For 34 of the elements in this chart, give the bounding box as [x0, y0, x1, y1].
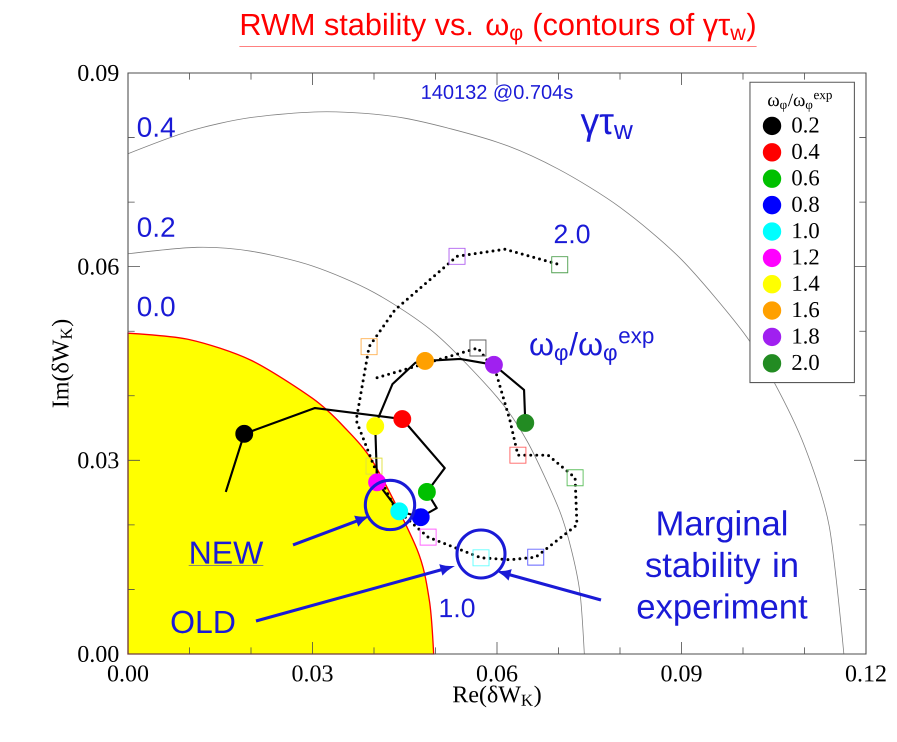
annotation: γτ$_{w}$ — [580, 114, 633, 142]
x-tick-label: 0.06 — [476, 665, 518, 682]
legend-label: 0.2 — [792, 117, 818, 133]
x-tick-label: 0.09 — [661, 665, 702, 682]
legend-label: 1.2 — [793, 249, 818, 265]
x-tick-label: 0.12 — [846, 665, 886, 682]
legend-label: 0.6 — [792, 170, 820, 186]
legend-label: 1.8 — [793, 328, 819, 344]
y-tick-label: 0.09 — [78, 64, 118, 82]
x-axis-title: Re(δW$_{K}$) — [452, 685, 541, 708]
y-axis-title: Im(δW$_{K}$) — [52, 320, 74, 408]
y-tick-label: 0.00 — [78, 646, 118, 662]
legend-title: ω$_{φ}$/ω$_{φ}$exp — [768, 92, 832, 112]
y-tick-label: 0.06 — [78, 258, 119, 275]
x-tick-label: 0.03 — [292, 665, 333, 682]
annotation: 140132 @0.704s — [422, 84, 573, 102]
legend-label: 1.6 — [793, 302, 820, 318]
annotation: NEW — [191, 542, 264, 564]
y-tick-label: 0.03 — [78, 452, 118, 468]
legend-label: 0.4 — [792, 144, 820, 160]
annotation: ω$_{φ}$/ω$_{φ}$exp — [530, 331, 654, 365]
legend-label: 1.4 — [793, 276, 820, 292]
series-label: 0.4 — [138, 117, 175, 137]
annotation: 1.0 — [440, 598, 474, 618]
annotation: OLD — [172, 610, 234, 634]
legend-label: 0.8 — [792, 196, 819, 212]
series-label: 0.0 — [138, 296, 175, 316]
annotation: Marginal stability in experiment — [638, 510, 808, 626]
legend-label: 2.0 — [792, 354, 819, 370]
series-label: 0.2 — [138, 217, 174, 238]
chart-title: RWM stability vs. ω$_{φ}$ (contours of γτ$_{w}$) — [242, 12, 755, 44]
annotation: 2.0 — [554, 224, 590, 244]
x-tick-label: 0.00 — [108, 665, 148, 682]
legend-label: 1.0 — [793, 222, 819, 238]
